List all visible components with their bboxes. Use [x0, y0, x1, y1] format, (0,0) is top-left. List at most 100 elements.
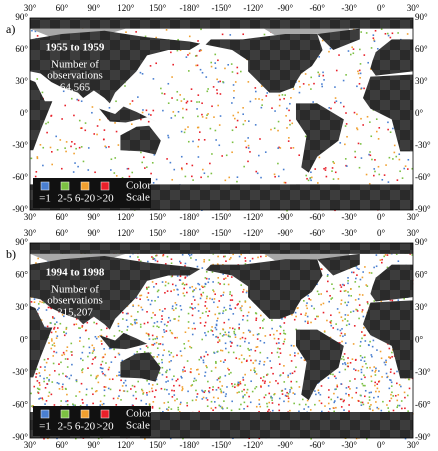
observation-dot	[374, 371, 376, 373]
observation-dot	[293, 402, 295, 405]
observation-dot	[228, 331, 230, 334]
observation-dot	[140, 399, 143, 402]
observation-dot	[75, 380, 78, 383]
observation-dot	[374, 170, 376, 173]
observation-dot	[137, 311, 139, 313]
observation-dot	[341, 328, 343, 330]
observation-dot	[185, 162, 188, 165]
observation-dot	[119, 374, 122, 376]
observation-dot	[204, 332, 206, 334]
observation-dot	[92, 350, 95, 352]
observation-dot	[36, 380, 39, 382]
observation-dot	[309, 177, 312, 179]
observation-dot	[51, 316, 54, 318]
legend-label: >20	[96, 193, 114, 205]
observation-dot	[351, 396, 354, 399]
observation-dot	[171, 307, 174, 310]
observation-dot	[348, 323, 351, 326]
observation-dot	[150, 114, 152, 116]
observation-dot	[171, 396, 174, 398]
observation-dot	[387, 407, 390, 409]
observation-dot	[94, 390, 97, 393]
observation-dot	[236, 119, 239, 122]
observation-dot	[370, 380, 373, 383]
observation-dot	[110, 169, 112, 171]
observation-dot	[71, 354, 73, 356]
observation-dot	[43, 380, 45, 383]
observation-dot	[224, 359, 226, 361]
observation-dot	[385, 359, 387, 362]
observation-dot	[30, 392, 32, 395]
observation-dot	[46, 377, 48, 379]
lat-tick-label: -90°	[415, 204, 431, 214]
observation-dot	[310, 437, 312, 440]
observation-dot	[65, 400, 67, 403]
observation-dot	[363, 87, 365, 90]
observation-dot	[167, 82, 170, 85]
observation-dot	[146, 394, 148, 396]
observation-dot	[84, 329, 87, 332]
observation-dot	[369, 121, 371, 123]
observation-dot	[216, 317, 219, 320]
observation-dot	[181, 168, 183, 171]
observation-dot	[205, 397, 208, 399]
land	[362, 300, 413, 379]
observation-dot	[203, 391, 206, 394]
observation-dot	[384, 363, 387, 366]
observation-dot	[202, 396, 205, 399]
observation-dot	[254, 387, 256, 390]
observation-dot	[340, 303, 342, 305]
observation-dot	[227, 275, 229, 277]
lat-tick-label: 30°	[415, 76, 428, 86]
observation-dot	[91, 352, 94, 354]
observation-dot	[376, 406, 379, 409]
observation-dot	[167, 321, 169, 323]
observation-dot	[343, 290, 346, 292]
observation-dot	[167, 406, 170, 409]
observation-dot	[182, 437, 184, 440]
observation-dot	[392, 395, 394, 397]
observation-dot	[390, 393, 392, 396]
observation-dot	[332, 373, 334, 376]
observation-dot	[166, 369, 168, 372]
observation-dot	[211, 153, 213, 155]
observation-dot	[217, 377, 220, 380]
observation-dot	[142, 391, 145, 394]
observation-dot	[397, 260, 400, 263]
observation-dot	[103, 129, 106, 131]
observation-dot	[232, 84, 235, 86]
observation-dot	[62, 383, 64, 386]
observation-dot	[172, 111, 175, 113]
observation-dot	[251, 390, 254, 393]
observation-dot	[148, 404, 151, 406]
observation-dot	[304, 135, 307, 138]
observation-dot	[158, 362, 160, 365]
observation-dot	[393, 151, 396, 154]
observation-dot	[187, 321, 190, 323]
observation-dot	[202, 286, 204, 288]
observation-dot	[284, 181, 287, 184]
observation-dot	[44, 403, 46, 405]
observation-dot	[224, 277, 227, 280]
observation-dot	[95, 322, 98, 325]
observation-dot	[193, 299, 196, 301]
observation-dot	[187, 54, 189, 56]
observation-dot	[275, 380, 277, 382]
lon-tick-label: -30°	[341, 212, 357, 222]
observation-dot	[143, 322, 146, 325]
observation-dot	[110, 347, 112, 350]
observation-dot	[396, 370, 398, 373]
observation-dot	[147, 120, 150, 123]
observation-dot	[231, 129, 234, 132]
observation-dot	[94, 356, 96, 359]
observation-dot	[370, 404, 372, 406]
legend-label: =1	[39, 193, 51, 205]
observation-dot	[287, 374, 290, 377]
observation-dot	[154, 259, 157, 262]
observation-dot	[160, 387, 163, 390]
observation-dot	[351, 271, 353, 274]
observation-dot	[91, 344, 94, 347]
lon-tick-label: 30°	[24, 3, 37, 13]
observation-dot	[248, 349, 251, 351]
count-value: 215,207	[57, 307, 93, 319]
